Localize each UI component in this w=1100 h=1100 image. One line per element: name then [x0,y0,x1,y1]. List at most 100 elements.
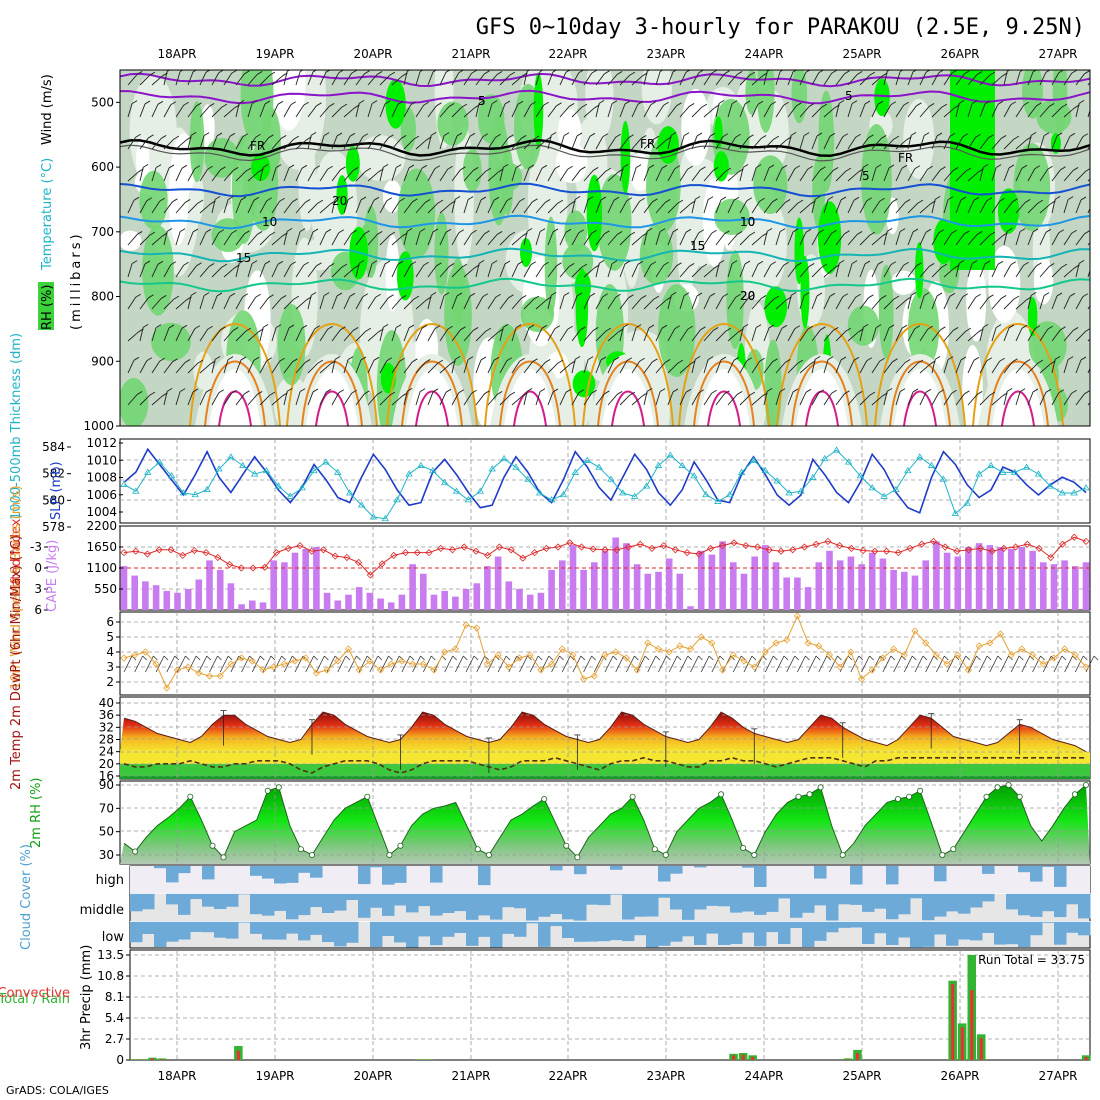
wind-barb [683,292,690,296]
wind-barb [988,294,994,299]
li-point [800,543,809,551]
wind-barb [1006,227,1013,232]
wind-barb [175,168,183,182]
wind-barb [931,359,936,374]
wind-barb [907,362,919,374]
slp-point [773,477,781,484]
wind-barb [859,137,869,150]
wind-barb [995,164,1002,168]
wind-barb [530,261,537,266]
wind-barb [403,201,413,214]
wind-barb [842,293,849,298]
wind-barb [615,655,625,673]
wind-barb [1064,655,1073,673]
wind-barb [535,202,546,214]
wind-barb [480,356,487,361]
wind-barb [331,266,343,278]
wind-barb [629,231,636,236]
temperature-contour [120,277,1090,293]
wind-barb [925,70,931,73]
wind-barb [674,325,681,330]
wind-barb [997,260,1004,265]
wind-barb [1012,198,1018,203]
wind-barb [505,655,511,661]
wind-barb [1087,108,1090,118]
wind-barb [386,197,393,202]
cloud-block [226,921,239,939]
wind-barb [931,199,936,214]
wind-barb [187,391,194,406]
wind-speed-point [729,651,737,659]
y-tick-label: 1006 [86,488,117,502]
wind-barb [724,390,730,395]
wind-barb [775,328,783,342]
cloud-block [1054,893,1067,918]
wind-barb [593,655,603,673]
wind-barb [1051,266,1063,278]
wind-barb [367,234,378,246]
wind-barb [535,231,541,246]
wind-barb [938,389,945,394]
wind-barb [427,362,439,374]
wind-barb [967,263,973,278]
slp-point [939,475,948,482]
wind-barb [655,391,661,406]
wind-barb [316,102,322,107]
wind-barb [142,163,149,168]
precip-convective-bar [160,1059,164,1060]
wind-barb [879,357,885,362]
wind-barb [967,360,975,374]
wind-barb [232,167,239,171]
wind-barb [602,293,609,298]
wind-barb [1080,356,1087,361]
wind-barb [576,292,583,297]
cape-bar [644,573,652,610]
cloud-block [886,921,899,945]
wind-barb [773,295,780,300]
wind-barb [685,70,691,73]
wind-barb [895,139,907,150]
wind-barb [936,132,943,137]
temperature-contour [120,247,1090,263]
y-tick-label: 0 [34,561,42,575]
wind-barb [174,655,180,661]
wind-barb [845,167,852,172]
wind-barb [316,262,322,267]
wind-barb [624,260,631,265]
cloud-block [718,893,731,907]
wind-barb [475,393,485,406]
wind-barb [240,356,247,361]
wind-barb [751,655,757,661]
wind-barb [655,202,666,214]
wind-barb [631,167,637,182]
cloud-block [982,866,995,874]
slp-point [120,480,128,487]
wind-barb [912,228,919,233]
wind-barb [1051,199,1056,214]
wind-barb [616,391,623,395]
wind-barb [751,298,762,310]
cape-bar [291,552,299,610]
wind-barb [256,391,263,395]
wind-barb [1030,291,1037,296]
wind-barb [955,199,962,214]
cape-bar [206,560,213,610]
wind-barb [703,393,713,406]
wind-barb [859,200,868,214]
cloud-block [262,866,275,879]
li-point [507,546,515,554]
wind-barb [403,327,410,342]
wind-barb [563,132,570,136]
wind-barb [886,70,891,72]
wind-barb [691,106,703,118]
rh-point [895,796,902,803]
wind-barb [635,324,642,328]
wind-barb [1045,70,1051,73]
wind-barb [343,199,349,214]
wind-barb [763,327,770,342]
wind-barb [931,232,940,246]
wind-barb [1027,202,1039,214]
wind-barb [523,264,532,278]
